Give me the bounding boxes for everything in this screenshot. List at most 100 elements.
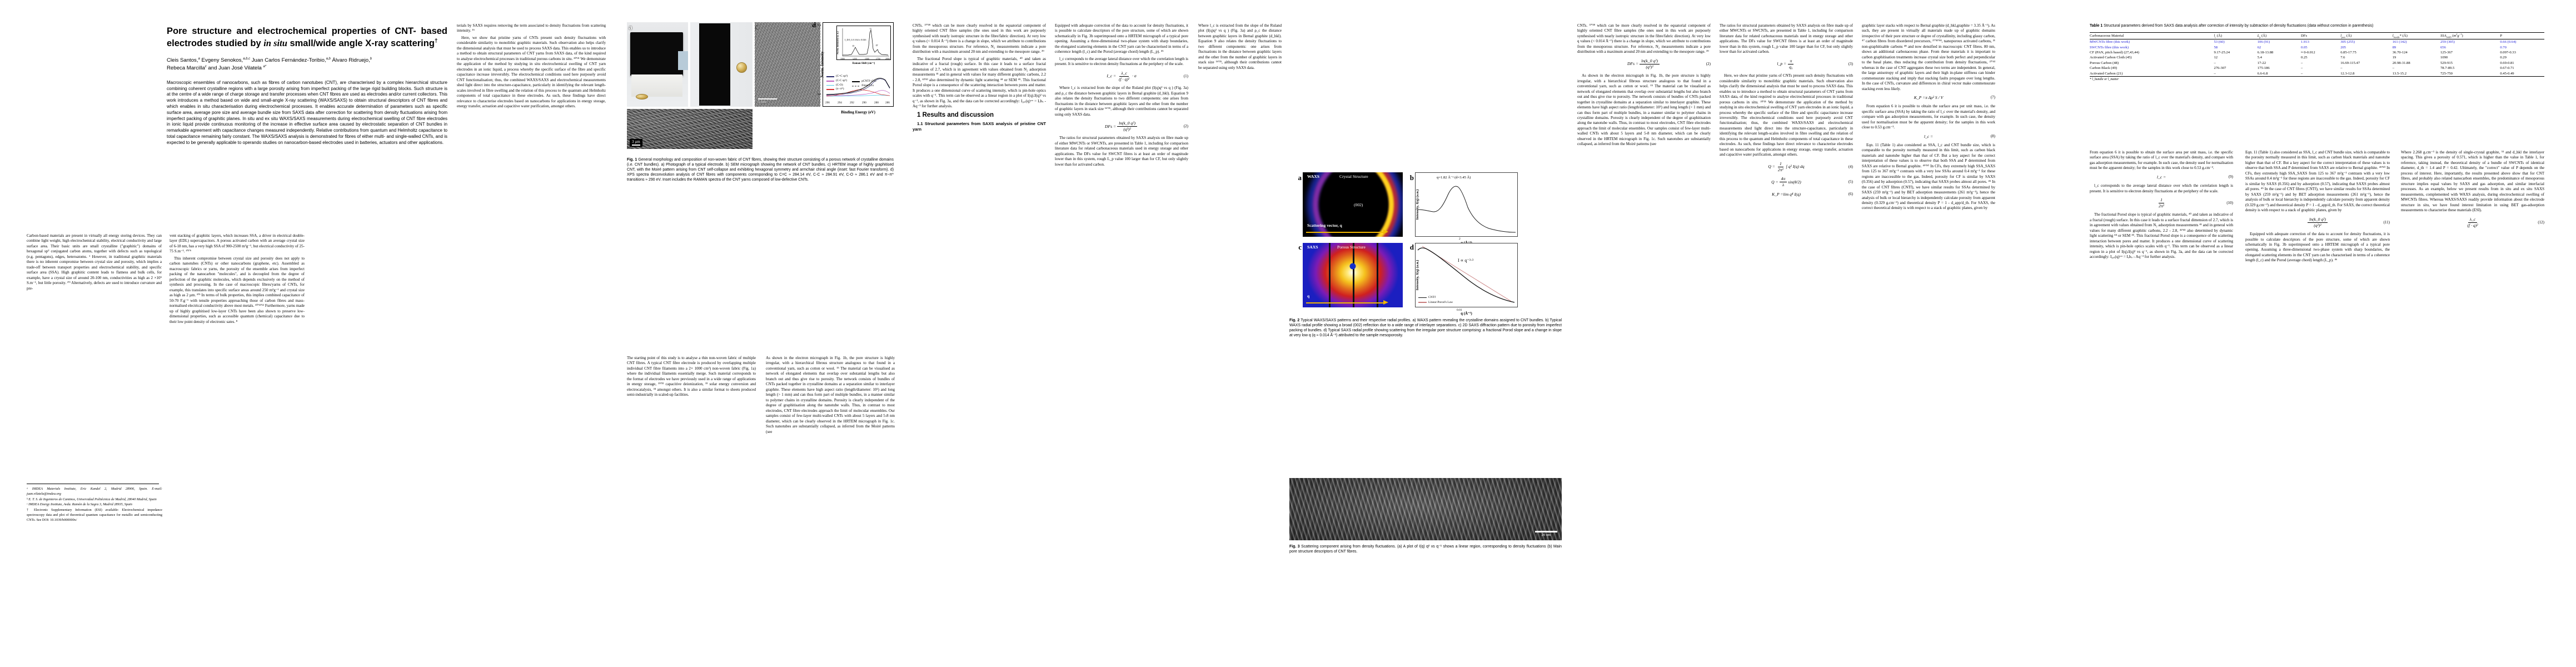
- numerator: ln(k_0 q²): [2308, 217, 2328, 223]
- xps-legend-item: pCNTf- C1s: [852, 79, 876, 84]
- xps-curves: [826, 78, 890, 97]
- background-object: [678, 51, 688, 70]
- body-column-10: The ratios for structural parameters obt…: [1720, 23, 1853, 613]
- fraction: ln(k_0 q²) (q²)²: [1117, 121, 1137, 132]
- sem-micrograph: b 3 µm: [627, 109, 753, 149]
- raman-dg-ratio-annotation: I_D/I_G 0.164 ± 0.026: [845, 38, 866, 41]
- saxs-radial-profile-plot: Intensity, I(q) (a.u.) q (Å⁻¹) I ∝ q⁻³·³…: [1415, 243, 1518, 316]
- fraction: 1 2π²: [1776, 161, 1785, 173]
- figure-3: 20 nm Fig. 3 Scattering component arisin…: [1289, 478, 1562, 555]
- title-block: Pore structure and electrochemical prope…: [167, 26, 447, 146]
- figure-3-caption-text: Scattering component arising from densit…: [1289, 545, 1562, 554]
- body-column-3: terials by SAXS requires removing the te…: [457, 23, 606, 601]
- xps-legend-item: (C=C sp²): [826, 74, 848, 79]
- saxs-q-arrow: [1306, 300, 1388, 305]
- waxs-arc-outer-left: [1303, 172, 1403, 237]
- paragraph: graphitic layer stacks with respect to B…: [1862, 23, 1995, 91]
- author-6: and Juan José Vilatela: [206, 64, 263, 71]
- col-header-lpore: lpore (Å): [2340, 32, 2393, 40]
- equation-2-display: DFs = ln(k_0 q²) (q²)² (2): [1577, 58, 1711, 70]
- numerator: λ_c: [2468, 217, 2478, 223]
- table-1-footnote: * l_bundle or l_matter: [2090, 77, 2119, 81]
- equation-rhs: lim q⁴ I(q): [1783, 191, 1801, 197]
- equation-4-display: Q = 1 2π² ∫ q² I(q) dq (4): [1720, 161, 1853, 173]
- denominator: q₀: [1789, 64, 1793, 70]
- figure-3-caption-label: Fig. 3: [1289, 545, 1300, 549]
- cell-material: Activated Carbon Cloth (45): [2090, 56, 2132, 60]
- fig2-panel-d-label: d: [1409, 243, 1414, 251]
- legend-label: CNTf: [1428, 296, 1436, 300]
- waxs-scattering-vector-label: Scattering vector, q: [1307, 223, 1342, 228]
- paragraph: The ratios for structural parameters obt…: [1720, 23, 1853, 54]
- waxs-peak-annotation: q=1.82 Å⁻¹ (d=3.45 Å): [1437, 176, 1471, 180]
- legend-swatch: [826, 81, 834, 82]
- arrow-head: [1383, 300, 1388, 305]
- xps-legend-item: (π−π*): [826, 87, 848, 92]
- cell-lc: 53 (60): [2214, 40, 2225, 44]
- equation-lhs: K_P =: [1914, 95, 1926, 101]
- raman-peak-g-label: G: [870, 27, 872, 30]
- detector-gap: [1353, 243, 1354, 307]
- legend-swatch: [852, 81, 860, 82]
- equation-number: (2): [1706, 61, 1711, 66]
- denominator: (q²)²: [1646, 64, 1653, 70]
- title-line-2-italic: in situ: [263, 38, 287, 49]
- table-row: CF (PAN, pitch based) (27,43,44) 9.17-25…: [2090, 50, 2544, 55]
- arrow-head: [1383, 230, 1388, 234]
- equation-number: (11): [2383, 220, 2390, 225]
- tem-scalebar-label: 20 nm: [1541, 533, 1551, 537]
- col-header-material: Carbonaceous Material: [2090, 32, 2214, 40]
- table-row: MWCNTs fibre (this work) 53 (60) 106 (91…: [2090, 39, 2544, 45]
- table-1-caption: Table 1 Structural parameters derived fr…: [2090, 23, 2544, 28]
- figure-2-caption-label: Fig. 2: [1289, 318, 1300, 322]
- table-row: Activated Carbon (21) – 6.6-6.8 – 12.3-1…: [2090, 71, 2544, 77]
- paragraph: l_c corresponds to the average lateral d…: [2090, 183, 2233, 193]
- equation-number: (9): [2228, 175, 2233, 180]
- cell-lpore: 6.85-17.75: [2340, 51, 2356, 55]
- table-1-caption-label: Table 1: [2090, 24, 2103, 28]
- equation-lhs: DFs =: [1104, 123, 1117, 129]
- cell-lc: –: [2214, 71, 2258, 77]
- equation-12-display: λ_c (f · q)² (12): [2401, 217, 2544, 228]
- fig2-panel-b-label: b: [1409, 173, 1414, 182]
- xps-xtick-296: 296: [825, 101, 830, 104]
- figure-3-caption: Fig. 3 Scattering component arising from…: [1289, 545, 1562, 555]
- equation-lhs: l_p =: [1777, 61, 1787, 67]
- table-row: Porous Carbon (48) – 17-22 – 16.69-115.4…: [2090, 61, 2544, 66]
- numerator: ln(k_0 q²): [1117, 121, 1137, 127]
- equation-rhs: sin(θ/2): [1788, 179, 1801, 185]
- equation-11-display: ln(k_0 q²) (q²)² (11): [2245, 217, 2390, 228]
- graphitic-lattice-fringes: [755, 22, 820, 107]
- raman-peak-d-label: D: [853, 44, 855, 47]
- equation-lhs: l_c =: [2156, 174, 2166, 180]
- table-1: Carbonaceous Material lc (Å) Lp (Å) DFs …: [2090, 32, 2544, 77]
- author-2: Evgeny Senokos,: [200, 57, 243, 63]
- numerator: λ_c: [1119, 71, 1129, 77]
- equation-number: (10): [2226, 201, 2233, 206]
- xps-xtick-292: 292: [850, 101, 854, 104]
- cell-lc: –: [2214, 61, 2216, 65]
- electrode-photo-strip: [690, 22, 753, 107]
- fig2-panel-a-label: a: [1298, 173, 1302, 182]
- cell-material: Porous Carbon (48): [2090, 61, 2119, 65]
- author-4-affil: b: [370, 57, 372, 61]
- equation-number: (4): [1848, 164, 1853, 169]
- body-column-4: The starting point of this study is to a…: [627, 356, 756, 606]
- fraction: ln(k_0 q²) (q²)²: [2308, 217, 2328, 228]
- saxs-xtick-001: 0.01: [1457, 308, 1462, 312]
- author-1-affil: a: [198, 57, 200, 61]
- equation-number: (5): [1848, 180, 1853, 185]
- equation-lhs: l_c =: [1924, 133, 1934, 139]
- table-row: Activated Carbon Cloth (45) 12 5.4 0.25 …: [2090, 55, 2544, 60]
- title-line-2c: small/wide angle: [287, 38, 363, 49]
- col-header-lp: Lp (Å): [2257, 32, 2301, 40]
- paragraph: Here, we show that pristine yarns of CNT…: [1720, 73, 1853, 157]
- body-column-11: graphitic layer stacks with respect to B…: [1862, 23, 1995, 613]
- xps-xtick-290: 290: [862, 101, 866, 104]
- legend-label: (C=C sp²): [836, 74, 848, 78]
- equation-lhs: K_P =: [1772, 191, 1783, 197]
- numerator: 1: [1777, 161, 1783, 167]
- cell-dfs: 1.913: [2301, 40, 2309, 44]
- col-header-lc: lc (Å): [2214, 32, 2258, 40]
- body-column-8: Where l_c is extracted from the slope of…: [1198, 23, 1282, 601]
